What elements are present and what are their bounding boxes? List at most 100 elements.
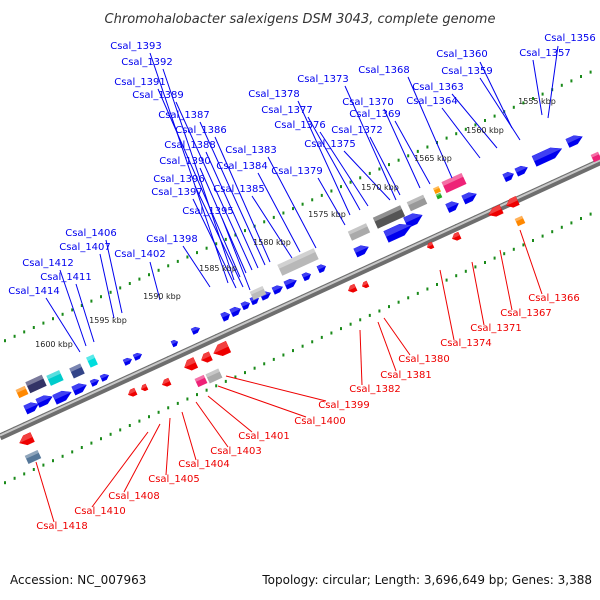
reverse-gene-label[interactable]: Csal_1408 bbox=[108, 491, 160, 502]
forward-gene-label[interactable]: Csal_1363 bbox=[412, 82, 464, 93]
tick-dot bbox=[32, 468, 35, 471]
forward-gene-label[interactable]: Csal_1389 bbox=[132, 90, 184, 101]
forward-gene-label[interactable]: Csal_1357 bbox=[519, 48, 571, 59]
reverse-gene-label[interactable]: Csal_1367 bbox=[500, 308, 552, 319]
reverse-gene-arrow bbox=[140, 383, 149, 392]
forward-gene-label[interactable]: Csal_1360 bbox=[436, 49, 488, 60]
reverse-gene-label[interactable]: Csal_1399 bbox=[318, 400, 370, 411]
forward-gene-arrow bbox=[23, 402, 39, 415]
reverse-gene-label[interactable]: Csal_1400 bbox=[294, 416, 346, 427]
forward-gene-label[interactable]: Csal_1387 bbox=[158, 110, 210, 121]
tick-dot bbox=[272, 215, 275, 219]
forward-gene-label[interactable]: Csal_1391 bbox=[114, 77, 166, 88]
forward-gene-label[interactable]: Csal_1375 bbox=[304, 139, 356, 150]
reverse-gene-label[interactable]: Csal_1381 bbox=[380, 370, 432, 381]
forward-gene-label[interactable]: Csal_1378 bbox=[248, 89, 300, 100]
leader-line bbox=[394, 120, 431, 185]
reverse-gene-label[interactable]: Csal_1366 bbox=[528, 293, 580, 304]
forward-gene-label[interactable]: Csal_1369 bbox=[349, 109, 401, 120]
forward-gene-label[interactable]: Csal_1402 bbox=[114, 249, 166, 260]
reverse-gene-label[interactable]: Csal_1405 bbox=[148, 474, 200, 485]
tick-dot bbox=[320, 335, 323, 339]
forward-gene-label[interactable]: Csal_1373 bbox=[297, 74, 349, 85]
forward-gene-label[interactable]: Csal_1359 bbox=[441, 66, 493, 77]
tick-dot bbox=[128, 424, 131, 427]
tick-dot bbox=[349, 180, 352, 184]
forward-gene-label[interactable]: Csal_1397 bbox=[151, 187, 203, 198]
tick-dot bbox=[176, 259, 179, 263]
forward-gene-label[interactable]: Csal_1364 bbox=[406, 96, 458, 107]
tick-dot bbox=[253, 366, 256, 370]
forward-gene-label[interactable]: Csal_1385 bbox=[213, 184, 265, 195]
leader-line bbox=[217, 385, 307, 418]
tick-dot bbox=[100, 295, 102, 299]
forward-gene-label[interactable]: Csal_1407 bbox=[59, 242, 111, 253]
tick-dot bbox=[580, 75, 582, 78]
tick-dot bbox=[196, 393, 198, 397]
forward-gene-arrow bbox=[271, 285, 283, 295]
kbp-tick-label: 1580 kbp bbox=[253, 238, 291, 247]
tick-dot bbox=[589, 212, 592, 216]
tick-dot bbox=[61, 454, 64, 458]
forward-gene-label[interactable]: Csal_1398 bbox=[146, 234, 198, 245]
tick-dot bbox=[244, 229, 246, 233]
forward-gene-label[interactable]: Csal_1406 bbox=[65, 228, 117, 239]
forward-gene-label[interactable]: Csal_1414 bbox=[8, 286, 60, 297]
reverse-gene-arrow bbox=[426, 241, 435, 250]
reverse-gene-label[interactable]: Csal_1374 bbox=[440, 338, 492, 349]
forward-gene-arrow bbox=[316, 264, 326, 274]
reverse-gene-arrow bbox=[201, 351, 213, 363]
leader-line bbox=[199, 121, 266, 266]
tick-dot bbox=[90, 441, 93, 445]
tick-dot bbox=[157, 268, 160, 272]
tick-dot bbox=[4, 481, 6, 485]
leader-line bbox=[383, 317, 411, 356]
tick-dot bbox=[128, 282, 131, 285]
forward-gene-label[interactable]: Csal_1390 bbox=[159, 156, 211, 167]
forward-gene-label[interactable]: Csal_1383 bbox=[225, 145, 277, 156]
forward-gene-label[interactable]: Csal_1376 bbox=[274, 120, 326, 131]
reverse-gene-arrow bbox=[506, 196, 520, 208]
forward-gene-label[interactable]: Csal_1386 bbox=[175, 125, 227, 136]
forward-gene-label[interactable]: Csal_1388 bbox=[164, 140, 216, 151]
tick-dot bbox=[109, 290, 112, 294]
leader-line bbox=[192, 198, 237, 289]
reverse-gene-arrow bbox=[452, 231, 462, 241]
leader-line bbox=[383, 108, 421, 189]
forward-gene-arrow bbox=[52, 390, 72, 405]
forward-gene-label[interactable]: Csal_1393 bbox=[110, 41, 162, 52]
forward-gene-arrow bbox=[35, 395, 53, 408]
kbp-tick-label: 1590 kbp bbox=[143, 292, 181, 301]
forward-gene-label[interactable]: Csal_1396 bbox=[153, 174, 205, 185]
forward-gene-label[interactable]: Csal_1368 bbox=[358, 65, 410, 76]
forward-gene-arrow bbox=[229, 306, 241, 318]
forward-gene-label[interactable]: Csal_1392 bbox=[121, 57, 173, 68]
tick-dot bbox=[205, 388, 208, 392]
forward-gene-label[interactable]: Csal_1411 bbox=[40, 272, 92, 283]
forward-gene-label[interactable]: Csal_1384 bbox=[216, 161, 268, 172]
reverse-gene-arrow bbox=[162, 377, 172, 387]
forward-gene-label[interactable]: Csal_1377 bbox=[261, 105, 313, 116]
tick-dot bbox=[215, 242, 218, 246]
forward-gene-label[interactable]: Csal_1395 bbox=[182, 206, 234, 217]
reverse-gene-label[interactable]: Csal_1403 bbox=[210, 446, 262, 457]
kbp-tick-label: 1600 kbp bbox=[35, 340, 73, 349]
leader-line bbox=[451, 93, 498, 149]
forward-gene-label[interactable]: Csal_1412 bbox=[22, 258, 74, 269]
forward-gene-label[interactable]: Csal_1379 bbox=[271, 166, 323, 177]
reverse-gene-label[interactable]: Csal_1380 bbox=[398, 354, 450, 365]
leader-line bbox=[547, 45, 559, 119]
forward-gene-label[interactable]: Csal_1356 bbox=[544, 33, 596, 44]
forward-gene-label[interactable]: Csal_1372 bbox=[331, 125, 383, 136]
reverse-gene-label[interactable]: Csal_1401 bbox=[238, 431, 290, 442]
forward-gene-label[interactable]: Csal_1370 bbox=[342, 97, 394, 108]
reverse-gene-label[interactable]: Csal_1410 bbox=[74, 506, 126, 517]
reverse-gene-label[interactable]: Csal_1404 bbox=[178, 459, 230, 470]
reverse-gene-label[interactable]: Csal_1418 bbox=[36, 521, 88, 532]
tick-dot bbox=[32, 326, 35, 329]
reverse-gene-label[interactable]: Csal_1371 bbox=[470, 323, 522, 334]
tick-dot bbox=[138, 419, 141, 423]
tick-dot bbox=[397, 158, 400, 162]
reverse-gene-label[interactable]: Csal_1382 bbox=[349, 384, 401, 395]
tick-dot bbox=[445, 278, 448, 282]
